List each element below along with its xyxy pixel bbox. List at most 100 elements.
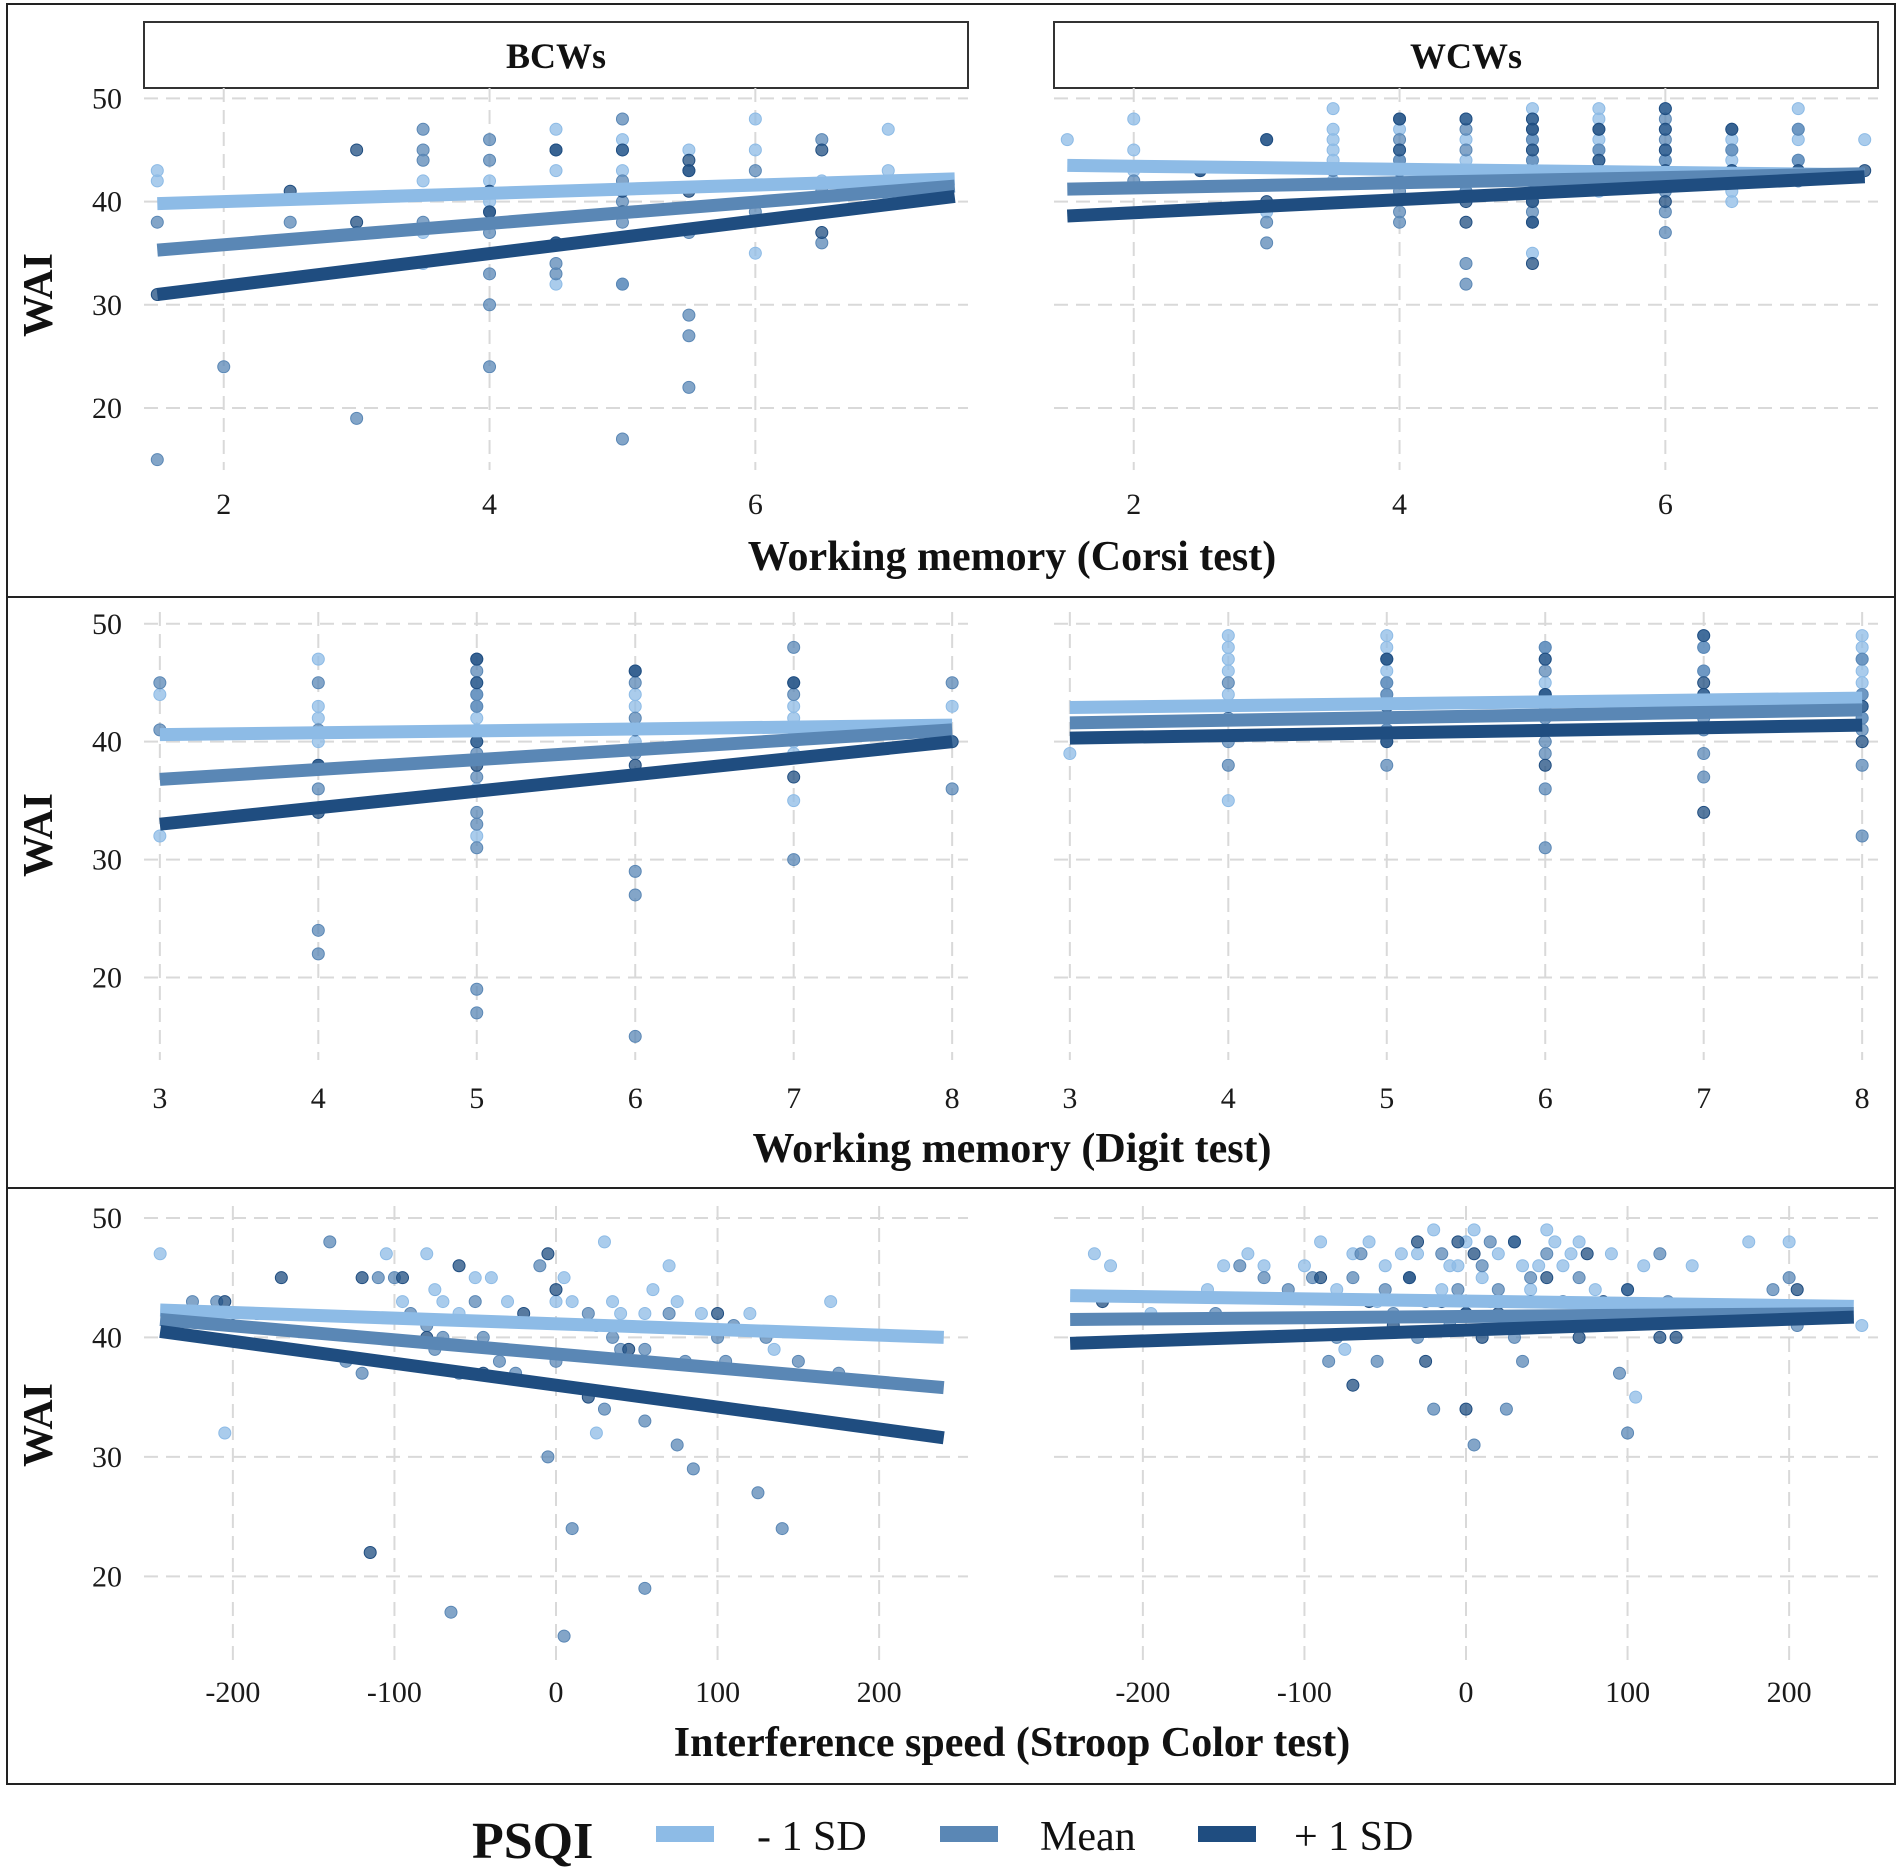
point-plus-1sd	[1260, 133, 1274, 147]
y-axis-label-row-3: WAI	[16, 1383, 62, 1467]
point-mean	[1260, 236, 1274, 250]
point-mean	[628, 1029, 642, 1043]
point-minus-1sd	[1855, 1318, 1869, 1332]
point-plus-1sd	[787, 770, 801, 784]
point-plus-1sd	[1380, 652, 1394, 666]
y-axis-label-row-1: WAI	[16, 253, 62, 337]
point-plus-1sd	[1525, 215, 1539, 229]
point-minus-1sd	[1314, 1235, 1328, 1249]
point-minus-1sd	[428, 1283, 442, 1297]
point-mean	[682, 308, 696, 322]
point-minus-1sd	[557, 1271, 571, 1285]
point-mean	[1538, 782, 1552, 796]
facet-strip-bcws-label: BCWs	[506, 36, 606, 76]
point-minus-1sd	[881, 122, 895, 136]
point-plus-1sd	[787, 676, 801, 690]
trend-line-mean	[159, 1313, 945, 1395]
panel-bcws-digit: 20 30 40 50 3 4 5 6 7 8	[92, 608, 968, 1115]
point-minus-1sd	[565, 1295, 579, 1309]
point-mean	[1491, 1283, 1505, 1297]
x-tick-label: 7	[1696, 1082, 1711, 1115]
outer-frame	[6, 3, 1896, 1785]
point-mean	[1697, 746, 1711, 760]
point-plus-1sd	[1653, 1330, 1667, 1344]
y-tick-label: 40	[92, 1321, 122, 1354]
legend-swatch-mean	[940, 1826, 998, 1842]
point-minus-1sd	[1858, 133, 1872, 147]
point-mean	[1538, 664, 1552, 678]
point-mean	[1855, 829, 1869, 843]
x-tick-label: -100	[1277, 1676, 1332, 1709]
point-minus-1sd	[1475, 1271, 1489, 1285]
point-mean	[1467, 1438, 1481, 1452]
point-mean	[492, 1354, 506, 1368]
point-mean	[1354, 1247, 1368, 1261]
point-minus-1sd	[1087, 1247, 1101, 1261]
point-mean	[787, 688, 801, 702]
point-mean	[416, 153, 430, 167]
point-minus-1sd	[1791, 102, 1805, 116]
point-mean	[1612, 1366, 1626, 1380]
panel-bcws-corsi: 20 30 40 50 2 4 6	[92, 82, 968, 521]
point-mean	[1260, 215, 1274, 229]
point-mean	[945, 676, 959, 690]
point-minus-1sd	[1491, 1247, 1505, 1261]
point-mean	[1483, 1235, 1497, 1249]
point-mean	[638, 1342, 652, 1356]
point-plus-1sd	[1314, 1271, 1328, 1285]
trend-line-plus-1sd	[159, 1325, 945, 1445]
point-mean	[1653, 1247, 1667, 1261]
point-plus-1sd	[541, 1247, 555, 1261]
x-tick-label: 3	[1062, 1082, 1077, 1115]
point-minus-1sd	[150, 174, 164, 188]
point-minus-1sd	[597, 1235, 611, 1249]
x-tick-label: 6	[748, 488, 763, 521]
point-minus-1sd	[945, 699, 959, 713]
point-mean	[1459, 257, 1473, 271]
point-mean	[1459, 143, 1473, 157]
x-tick-label: 100	[1605, 1676, 1650, 1709]
point-minus-1sd	[1548, 1235, 1562, 1249]
point-mean	[751, 1486, 765, 1500]
point-plus-1sd	[1697, 629, 1711, 643]
point-minus-1sd	[1221, 652, 1235, 666]
point-mean	[1766, 1283, 1780, 1297]
point-mean	[1346, 1271, 1360, 1285]
point-minus-1sd	[436, 1295, 450, 1309]
point-minus-1sd	[153, 829, 167, 843]
point-minus-1sd	[694, 1307, 708, 1321]
point-mean	[1459, 277, 1473, 291]
point-mean	[638, 1414, 652, 1428]
point-mean	[1221, 758, 1235, 772]
point-minus-1sd	[1855, 676, 1869, 690]
y-axis-label-row-2: WAI	[16, 793, 62, 877]
point-minus-1sd	[670, 1295, 684, 1309]
point-mean	[483, 133, 497, 147]
trend-line-mean	[1067, 167, 1865, 196]
point-minus-1sd	[153, 1247, 167, 1261]
point-plus-1sd	[452, 1259, 466, 1273]
x-tick-label: 0	[549, 1676, 564, 1709]
point-mean	[311, 676, 325, 690]
point-mean	[686, 1462, 700, 1476]
point-minus-1sd	[1297, 1259, 1311, 1273]
point-mean	[371, 1271, 385, 1285]
point-mean	[470, 699, 484, 713]
point-minus-1sd	[1338, 1342, 1352, 1356]
point-minus-1sd	[748, 246, 762, 260]
point-plus-1sd	[1451, 1235, 1465, 1249]
point-plus-1sd	[815, 226, 829, 240]
point-plus-1sd	[1393, 112, 1407, 126]
trend-line-plus-1sd	[1066, 170, 1866, 223]
y-tick-label: 40	[92, 186, 122, 219]
point-mean	[628, 711, 642, 725]
point-mean	[1380, 758, 1394, 772]
point-minus-1sd	[1221, 664, 1235, 678]
point-minus-1sd	[787, 699, 801, 713]
point-plus-1sd	[1402, 1271, 1416, 1285]
point-minus-1sd	[638, 1307, 652, 1321]
x-tick-label: 5	[469, 1082, 484, 1115]
point-mean	[350, 411, 364, 425]
point-plus-1sd	[1572, 1330, 1586, 1344]
point-minus-1sd	[1241, 1247, 1255, 1261]
